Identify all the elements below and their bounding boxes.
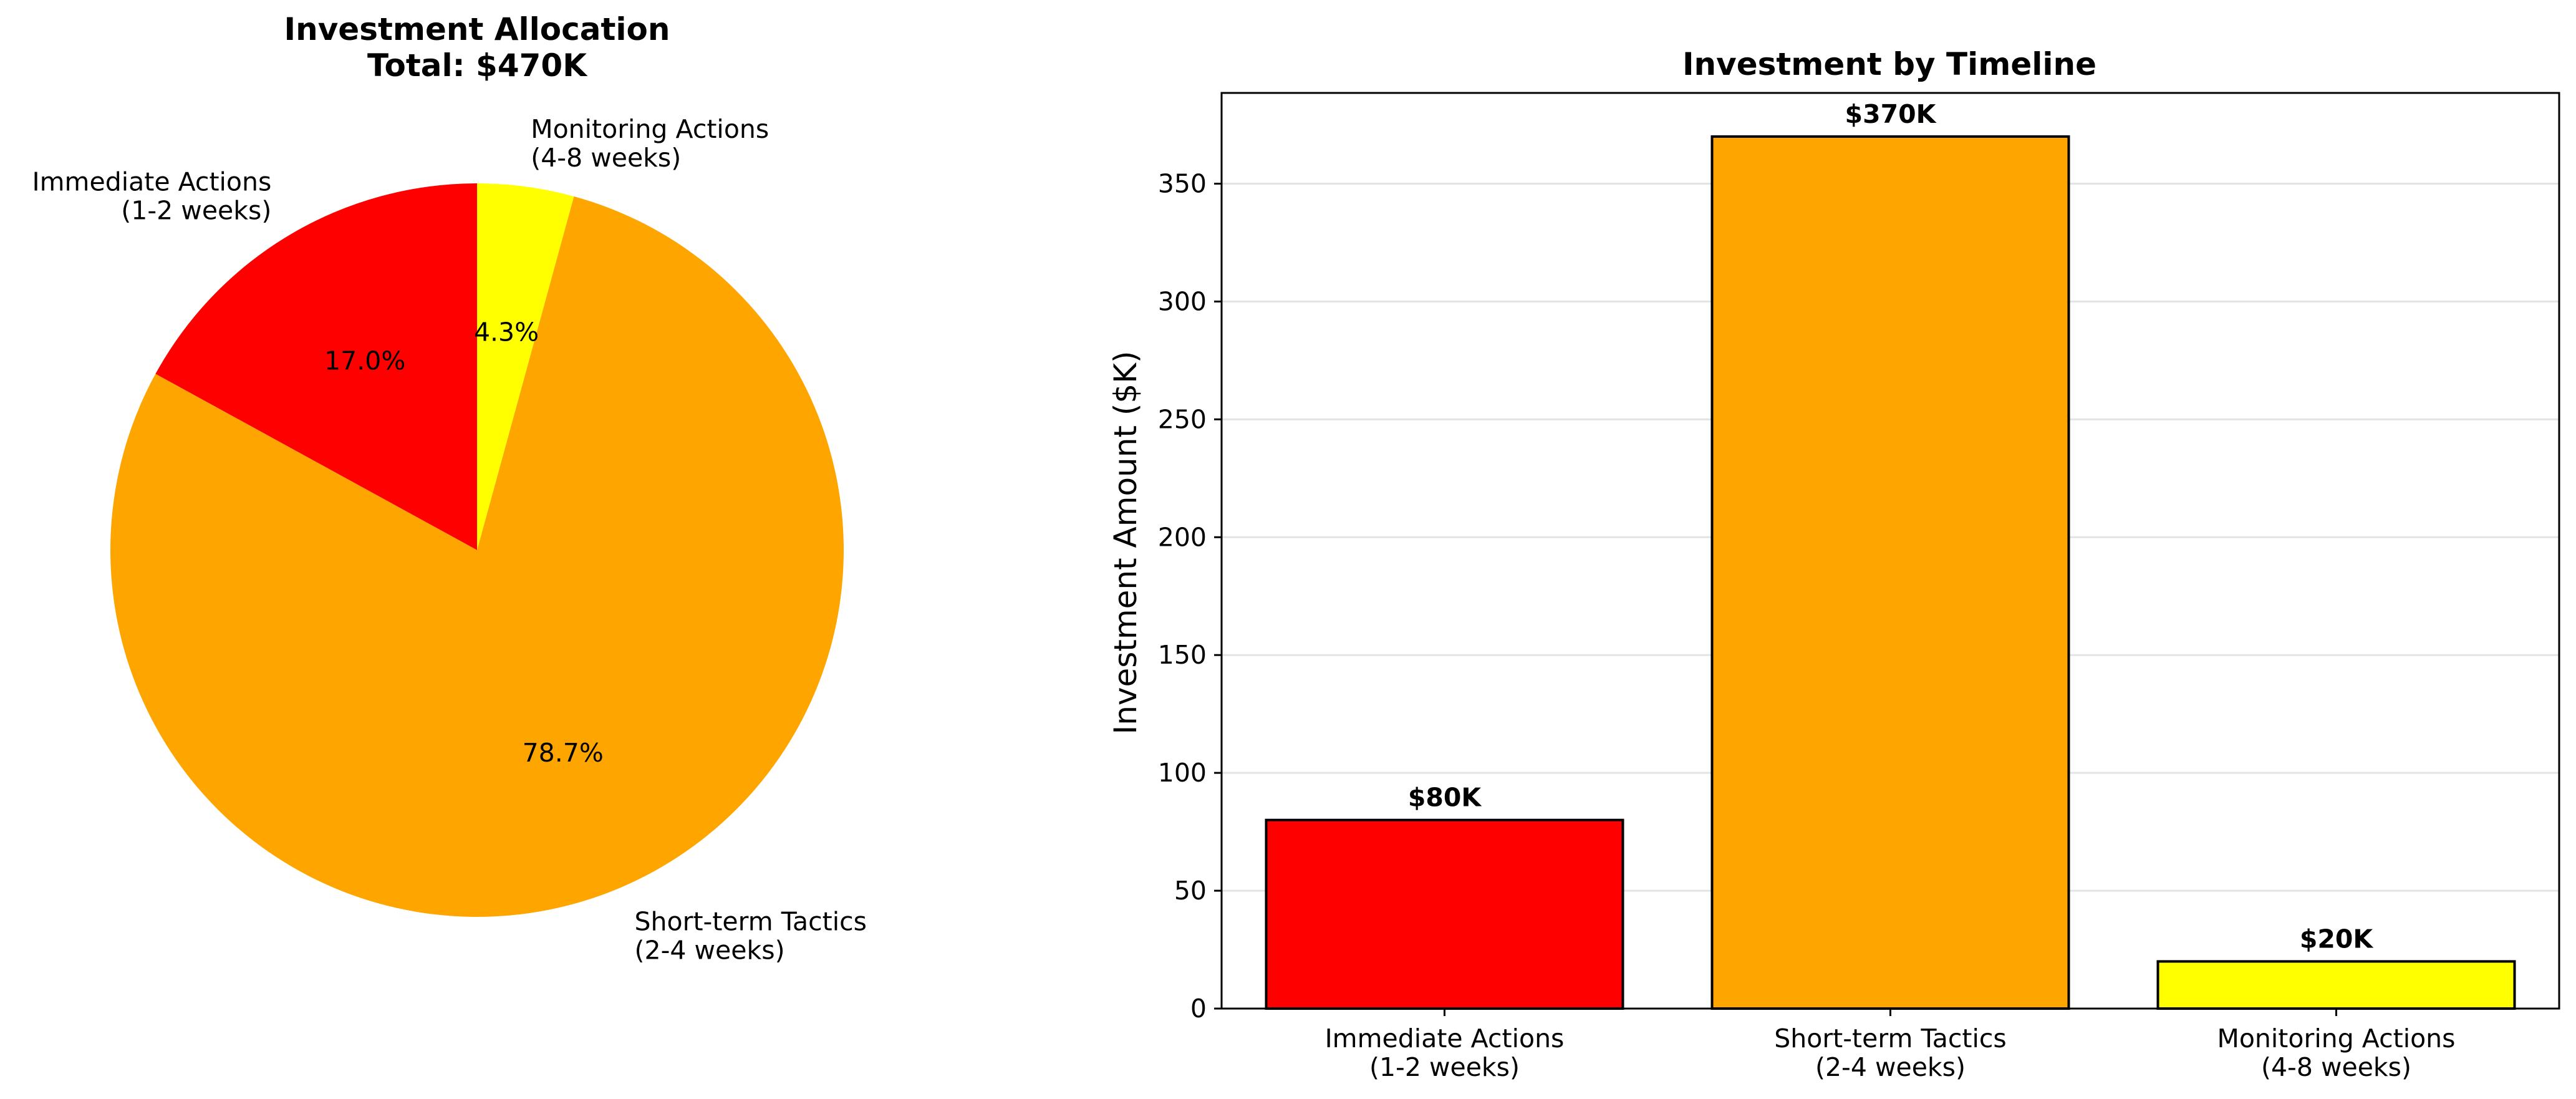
y-tick-label: 50: [1174, 876, 1207, 906]
y-tick-label: 200: [1158, 522, 1207, 552]
bar-bars: $80K $370K $20K: [1265, 99, 2516, 1010]
pie-slice: [110, 196, 844, 917]
y-tick-label: 150: [1158, 640, 1207, 670]
bar-axes: 0 50 100 150 200 250 300 350 Immediate Actions(1…: [1158, 92, 2560, 1082]
x-tick-sublabel: (2-4 weeks): [1815, 1052, 1966, 1082]
pie-slice-label: Short-term Tactics: [635, 906, 867, 936]
pie-slices: [110, 183, 844, 917]
pie-chart-subtitle: Total: $470K: [367, 47, 588, 84]
pie-slice-sublabel: (2-4 weeks): [635, 935, 785, 965]
bar-data-label: $80K: [1408, 783, 1483, 813]
pie-slice: [155, 183, 477, 550]
bar: [2156, 960, 2516, 1010]
bar: [1710, 135, 2070, 1010]
pie-labels: 17.0% Immediate Actions(1-2 weeks) 78.7% Sh…: [32, 114, 867, 966]
pie-slice-sublabel: (1-2 weeks): [121, 195, 271, 225]
y-tick-label: 300: [1158, 286, 1207, 316]
pie-slice-label: Monitoring Actions: [531, 114, 769, 144]
pie-percent-label: 17.0%: [324, 346, 405, 375]
bar-chart-title: Investment by Timeline: [1682, 46, 2096, 82]
y-tick-label: 0: [1190, 994, 1207, 1024]
x-tick-sublabel: (4-8 weeks): [2261, 1052, 2411, 1082]
bar-data-label: $370K: [1845, 99, 1937, 129]
pie-chart-title: Investment Allocation: [284, 11, 670, 47]
x-tick-label: Immediate Actions: [1325, 1024, 1565, 1053]
pie-slice: [477, 183, 574, 550]
bar: [1265, 818, 1624, 1010]
pie-slice-label: Immediate Actions: [32, 167, 272, 196]
plot-frame: [1220, 92, 2560, 1010]
pie-chart: Investment Allocation Total: $470K 17.0%…: [32, 11, 867, 965]
y-tick-label: 350: [1158, 168, 1207, 198]
y-axis-label: Investment Amount ($K): [1107, 351, 1144, 734]
bar-data-label: $20K: [2300, 924, 2375, 954]
x-tick-label: Monitoring Actions: [2217, 1024, 2455, 1053]
y-tick-label: 100: [1158, 758, 1207, 788]
x-tick-sublabel: (1-2 weeks): [1369, 1052, 1520, 1082]
pie-slice-sublabel: (4-8 weeks): [531, 143, 681, 173]
pie-percent-label: 4.3%: [474, 317, 539, 347]
pie-percent-label: 78.7%: [523, 738, 604, 768]
bar-chart: Investment by Timeline $80K $370K $20K 0 50…: [1107, 46, 2560, 1082]
y-tick-label: 250: [1158, 404, 1207, 434]
x-tick-label: Short-term Tactics: [1774, 1024, 2007, 1053]
